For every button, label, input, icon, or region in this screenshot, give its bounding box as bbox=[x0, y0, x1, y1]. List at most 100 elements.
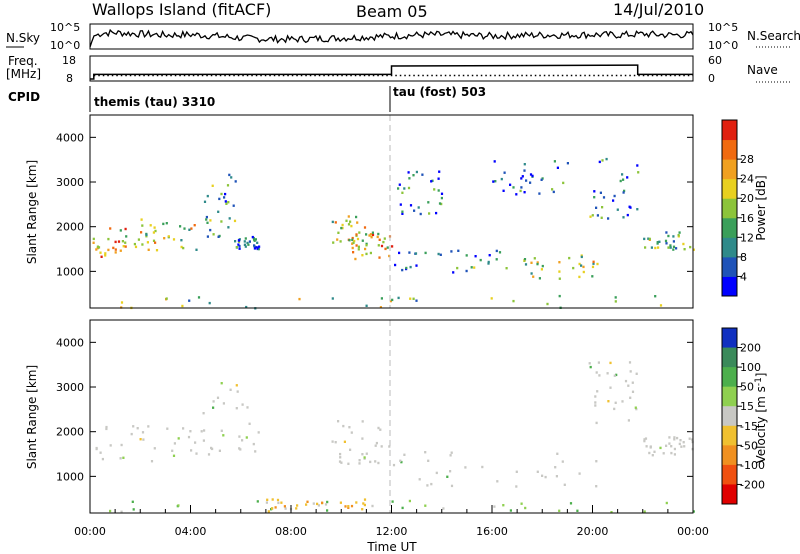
heatmap-cell bbox=[558, 294, 561, 298]
velocity-x-ticks: 00:00 04:00 08:00 12:00 16:00 20:00 00:00 bbox=[74, 505, 709, 538]
heatmap-cell bbox=[380, 297, 383, 300]
heatmap-cell bbox=[569, 502, 573, 505]
heatmap-cell bbox=[609, 361, 612, 365]
heatmap-cell bbox=[613, 194, 616, 198]
heatmap-cell bbox=[134, 245, 138, 249]
heatmap-cell bbox=[613, 407, 616, 411]
heatmap-cell bbox=[147, 248, 150, 251]
heatmap-cell bbox=[349, 220, 352, 223]
heatmap-cell bbox=[218, 197, 221, 201]
heatmap-cell bbox=[601, 159, 604, 162]
heatmap-cell bbox=[140, 218, 143, 221]
heatmap-cell bbox=[490, 297, 493, 300]
heatmap-cell bbox=[505, 267, 508, 270]
heatmap-cell bbox=[675, 247, 678, 250]
heatmap-cell bbox=[92, 237, 95, 241]
heatmap-cell bbox=[538, 277, 541, 280]
heatmap-cell bbox=[407, 171, 410, 174]
heatmap-cell bbox=[515, 485, 518, 488]
heatmap-cell bbox=[137, 238, 140, 241]
heatmap-cell bbox=[229, 388, 232, 391]
heatmap-cell bbox=[541, 177, 544, 180]
heatmap-cell bbox=[495, 258, 498, 261]
heatmap-cell bbox=[415, 170, 418, 174]
heatmap-cell bbox=[672, 240, 675, 243]
heatmap-cell bbox=[643, 510, 646, 513]
heatmap-cell bbox=[173, 442, 176, 445]
heatmap-cell bbox=[92, 241, 95, 244]
heatmap-cell bbox=[479, 258, 482, 262]
heatmap-cell bbox=[595, 371, 598, 374]
heatmap-cell bbox=[435, 471, 438, 475]
heatmap-cell bbox=[209, 219, 212, 222]
heatmap-cell bbox=[417, 206, 420, 209]
heatmap-cell bbox=[195, 248, 198, 251]
heatmap-cell bbox=[654, 295, 657, 298]
nave-tick-top: 60 bbox=[708, 54, 722, 67]
cpid-label: CPID bbox=[8, 90, 40, 104]
heatmap-cell bbox=[412, 297, 415, 300]
heatmap-cell bbox=[267, 510, 270, 513]
heatmap-cell bbox=[593, 190, 596, 193]
heatmap-cell bbox=[595, 206, 598, 209]
colorbar-tick-label: -200 bbox=[740, 478, 765, 491]
heatmap-cell bbox=[347, 505, 350, 508]
nsky-label: N.Sky bbox=[6, 31, 40, 45]
heatmap-cell bbox=[347, 506, 350, 509]
heatmap-cell bbox=[258, 245, 261, 248]
colorbar-tick-label: 200 bbox=[740, 342, 761, 355]
heatmap-cell bbox=[659, 446, 662, 450]
heatmap-cell bbox=[331, 440, 334, 443]
heatmap-cell bbox=[683, 248, 686, 251]
cpid-segment-2: tau (fost) 503 bbox=[393, 85, 486, 99]
heatmap-cell bbox=[256, 500, 259, 503]
heatmap-cell bbox=[101, 457, 104, 461]
heatmap-cell bbox=[246, 241, 249, 245]
heatmap-cell bbox=[114, 240, 117, 244]
heatmap-cell bbox=[243, 240, 246, 243]
heatmap-cell bbox=[594, 404, 597, 407]
heatmap-cell bbox=[398, 183, 401, 186]
heatmap-cell bbox=[206, 194, 209, 198]
nsky-tick-bottom: 10^0 bbox=[50, 39, 80, 52]
heatmap-cell bbox=[348, 239, 351, 242]
heatmap-cell bbox=[122, 456, 125, 459]
heatmap-cell bbox=[683, 445, 686, 448]
heatmap-cell bbox=[616, 208, 619, 211]
heatmap-cell bbox=[326, 509, 329, 512]
heatmap-cell bbox=[558, 277, 561, 280]
heatmap-cell bbox=[398, 251, 401, 255]
colorbar-swatch bbox=[722, 256, 737, 277]
heatmap-cell bbox=[401, 210, 404, 213]
heatmap-cell bbox=[351, 236, 354, 240]
heatmap-cell bbox=[498, 251, 502, 254]
heatmap-cell bbox=[256, 241, 259, 244]
heatmap-cell bbox=[133, 242, 136, 246]
heatmap-cell bbox=[457, 249, 460, 252]
heatmap-cell bbox=[622, 191, 625, 194]
heatmap-cell bbox=[257, 247, 260, 251]
heatmap-cell bbox=[254, 238, 257, 241]
heatmap-cell bbox=[673, 438, 676, 441]
heatmap-cell bbox=[145, 235, 148, 238]
heatmap-cell bbox=[401, 506, 404, 510]
heatmap-cell bbox=[424, 451, 427, 454]
colorbar-tick-label: 4 bbox=[740, 270, 747, 283]
heatmap-cell bbox=[493, 505, 496, 508]
heatmap-cell bbox=[226, 184, 230, 187]
heatmap-cell bbox=[538, 192, 541, 195]
heatmap-cell bbox=[418, 478, 421, 481]
heatmap-cell bbox=[371, 504, 374, 508]
time-axis-label: Time UT bbox=[366, 540, 417, 554]
y-tick-label: 2000 bbox=[56, 426, 84, 439]
heatmap-cell bbox=[150, 460, 154, 463]
heatmap-cell bbox=[536, 262, 539, 266]
heatmap-cell bbox=[430, 482, 433, 486]
heatmap-cell bbox=[205, 215, 208, 219]
heatmap-cell bbox=[121, 240, 124, 243]
heatmap-cell bbox=[341, 226, 344, 230]
heatmap-cell bbox=[591, 265, 595, 269]
heatmap-cell bbox=[97, 246, 101, 249]
colorbar-tick-label: 12 bbox=[740, 231, 754, 244]
heatmap-cell bbox=[345, 219, 348, 222]
